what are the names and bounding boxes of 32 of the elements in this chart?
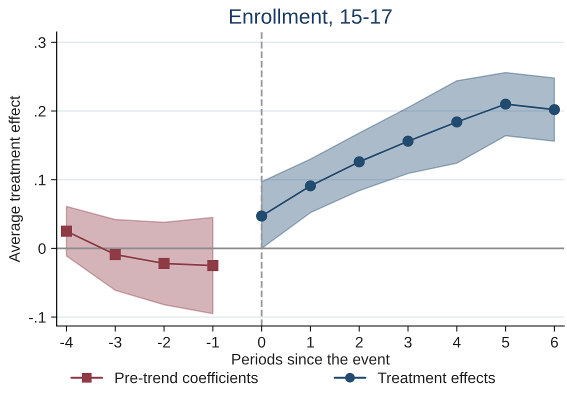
- x-tick-label: 1: [307, 336, 314, 348]
- y-tick-label: -.1: [29, 312, 46, 323]
- point: [402, 136, 414, 147]
- x-tick-label: -4: [60, 336, 73, 348]
- y-axis-title: Average treatment effect: [8, 96, 23, 262]
- x-tick-label: 5: [502, 336, 510, 348]
- point: [354, 156, 365, 168]
- point: [256, 210, 268, 222]
- x-axis-title: Periods since the event: [232, 353, 390, 365]
- point: [451, 116, 462, 128]
- x-tick-label: -2: [158, 336, 170, 348]
- point: [60, 226, 72, 237]
- x-tick-label: 0: [258, 336, 266, 348]
- y-tick-label: .1: [34, 174, 46, 186]
- x-tick-label: 6: [550, 336, 558, 348]
- y-tick-label: .2: [34, 106, 46, 117]
- x-tick-label: -1: [206, 336, 219, 348]
- point: [500, 98, 512, 110]
- point: [548, 104, 560, 116]
- point: [304, 180, 316, 192]
- point: [207, 260, 218, 272]
- y-tick-label: .3: [34, 37, 46, 48]
- chart-title: Enrollment, 15-17: [230, 8, 392, 26]
- y-tick-label: 0: [38, 243, 46, 254]
- point: [158, 258, 170, 270]
- x-tick-label: 4: [452, 336, 461, 348]
- x-tick-label: -3: [109, 336, 122, 348]
- legend-label: Treatment effects: [378, 372, 495, 384]
- x-tick-label: 2: [356, 336, 363, 348]
- x-tick-label: 3: [404, 336, 412, 348]
- legend-label: Pre-trend coefficients: [116, 372, 258, 384]
- point: [110, 249, 121, 260]
